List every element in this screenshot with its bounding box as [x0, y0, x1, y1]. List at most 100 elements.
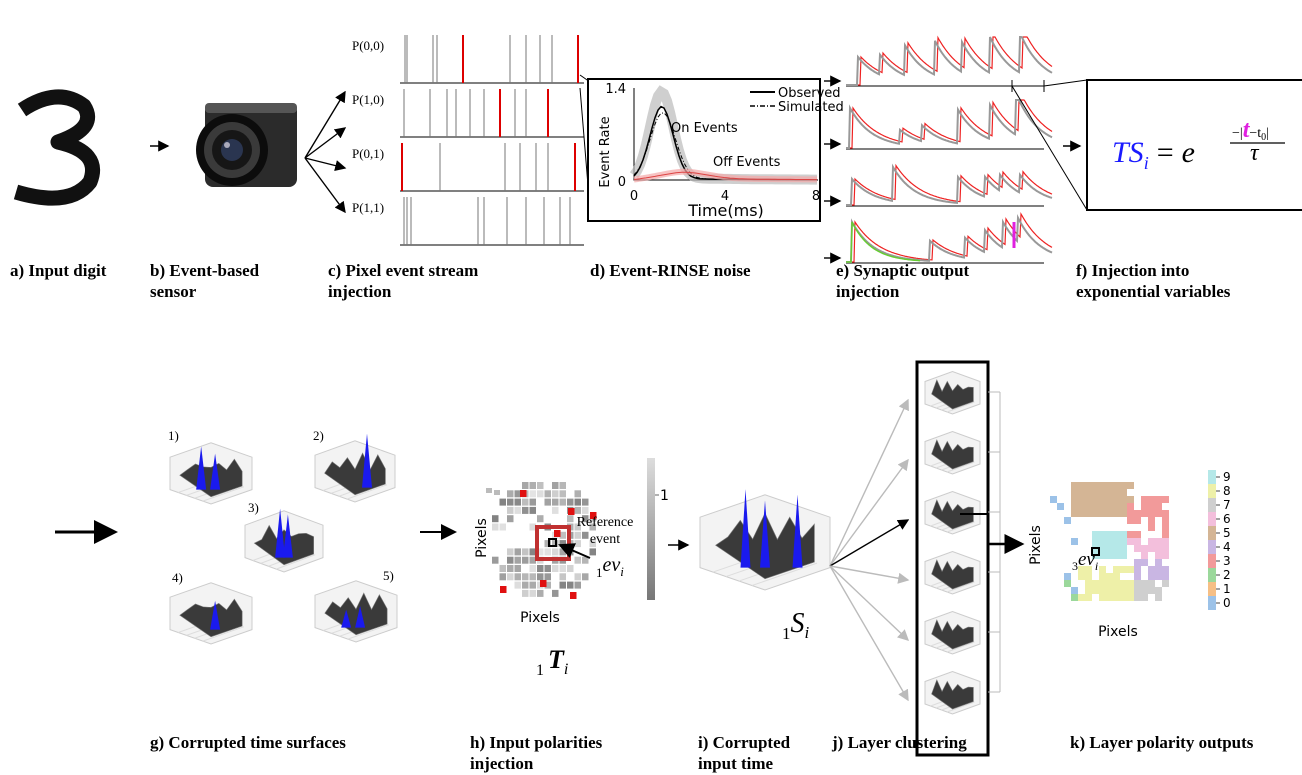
- caption: h) Input polaritiesinjection: [470, 733, 603, 773]
- output-pixel: [1078, 496, 1085, 503]
- output-pixel: [1071, 510, 1078, 517]
- output-pixel: [1134, 517, 1141, 524]
- pixel-red: [568, 508, 575, 515]
- pixel: [560, 573, 567, 580]
- colorbar: [647, 458, 655, 600]
- pixel: [515, 573, 522, 580]
- pixel: [552, 507, 559, 514]
- pixel: [575, 507, 582, 514]
- pixel-red: [570, 592, 577, 599]
- lens-glint: [224, 142, 230, 148]
- output-pixel: [1113, 552, 1120, 559]
- formula: TSi=e: [1112, 136, 1195, 173]
- output-pixel: [1113, 566, 1120, 573]
- pixel: [515, 582, 522, 589]
- output-pixel: [1099, 545, 1106, 552]
- output-pixel: [1162, 580, 1169, 587]
- trace: [846, 37, 1052, 85]
- trace: [846, 100, 1052, 148]
- output-pixel: [1071, 496, 1078, 503]
- event-label: 3evi: [1072, 549, 1098, 573]
- pixel-red: [540, 580, 547, 587]
- output-pixel: [1155, 545, 1162, 552]
- output-pixel: [1113, 573, 1120, 580]
- output-pixel: [1141, 510, 1148, 517]
- pixel: [500, 499, 507, 506]
- output-pixel: [1127, 496, 1134, 503]
- output-pixel: [1155, 552, 1162, 559]
- output-pixel: [1162, 531, 1169, 538]
- output-pixel: [1155, 587, 1162, 594]
- pixel: [537, 573, 544, 580]
- output-pixel: [1141, 559, 1148, 566]
- output-pixel: [1155, 594, 1162, 601]
- colorbar-label: 2: [1223, 568, 1231, 582]
- pixel: [552, 548, 559, 555]
- output-pixel: [1162, 566, 1169, 573]
- output-pixel: [1134, 531, 1141, 538]
- annotation: Off Events: [713, 155, 781, 170]
- output-pixel: [1078, 482, 1085, 489]
- output-pixel: [1071, 594, 1078, 601]
- output-pixel: [1113, 531, 1120, 538]
- surface-symbol: 1Ti: [536, 645, 568, 679]
- output-pixel: [1134, 538, 1141, 545]
- output-pixel: [1071, 489, 1078, 496]
- surface-label: 2): [313, 428, 324, 443]
- output-pixel: [1141, 594, 1148, 601]
- pixel: [515, 499, 522, 506]
- output-pixel: [1148, 538, 1155, 545]
- pixel: [567, 515, 574, 522]
- output-pixel: [1113, 503, 1120, 510]
- pixel: [560, 565, 567, 572]
- pixel: [560, 499, 567, 506]
- zoom-line: [1012, 86, 1087, 210]
- pixel: [515, 557, 522, 564]
- output-pixel: [1127, 580, 1134, 587]
- output-pixel: [1148, 587, 1155, 594]
- output-pixel: [1106, 552, 1113, 559]
- output-pixel: [1120, 510, 1127, 517]
- output-pixel: [1064, 517, 1071, 524]
- output-pixel: [1148, 580, 1155, 587]
- pixel: [552, 490, 559, 497]
- output-pixel: [1064, 580, 1071, 587]
- output-pixel: [1148, 545, 1155, 552]
- output-pixel: [1099, 538, 1106, 545]
- caption: b) Event-basedsensor: [150, 261, 260, 301]
- output-pixel: [1113, 482, 1120, 489]
- output-pixel: [1141, 496, 1148, 503]
- pixel: [582, 532, 589, 539]
- pixel: [560, 582, 567, 589]
- pixel: [500, 524, 507, 531]
- colorbar-tick: 1: [660, 488, 669, 504]
- output-pixel: [1134, 573, 1141, 580]
- output-pixel: [1155, 566, 1162, 573]
- output-pixel: [1148, 566, 1155, 573]
- pixel: [560, 490, 567, 497]
- output-pixel: [1127, 566, 1134, 573]
- output-pixel: [1085, 496, 1092, 503]
- colorbar-cell: [1208, 470, 1216, 484]
- pixel: [515, 507, 522, 514]
- caption: f) Injection intoexponential variables: [1076, 261, 1231, 301]
- output-pixel: [1120, 552, 1127, 559]
- output-pixel: [1162, 552, 1169, 559]
- surface-label: 1): [168, 428, 179, 443]
- output-pixel: [1127, 531, 1134, 538]
- colorbar-label: 9: [1223, 470, 1231, 484]
- colorbar-cell: [1208, 596, 1216, 610]
- legend-entry: Simulated: [778, 100, 844, 115]
- arrow: [830, 566, 908, 700]
- pixel: [522, 507, 529, 514]
- colorbar-label: 5: [1223, 526, 1231, 540]
- tick-label: 8: [812, 189, 820, 204]
- pixel: [515, 565, 522, 572]
- caption: a) Input digit: [10, 261, 107, 280]
- output-pixel: [1078, 489, 1085, 496]
- axis-label: Pixels: [1028, 525, 1044, 565]
- output-pixel: [1092, 538, 1099, 545]
- pixel: [575, 573, 582, 580]
- output-pixel: [1162, 510, 1169, 517]
- pixel: [567, 565, 574, 572]
